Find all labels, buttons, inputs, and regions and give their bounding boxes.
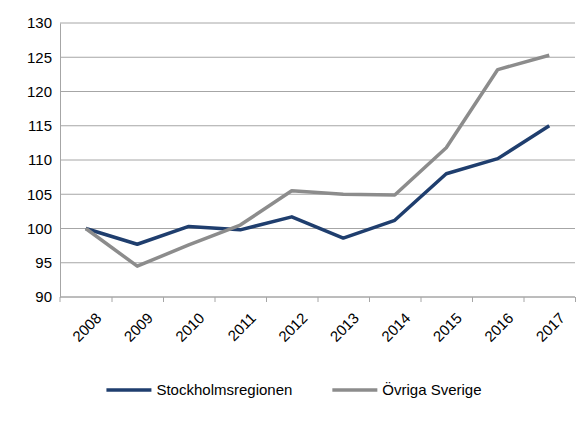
y-tick-label: 130 [27,14,52,31]
legend-swatch [332,388,377,392]
legend-item: Stockholmsregionen [106,381,292,398]
x-tick: 2011 [224,297,266,344]
x-tick-mark-edge [60,297,61,302]
y-tick-label: 95 [35,254,52,271]
legend-label: Stockholmsregionen [156,381,292,398]
grid-line [60,57,575,58]
x-axis: 2008 2009 2010 2011 2012 2013 2014 2015 2016 2017 [60,297,576,345]
y-axis-line [60,24,61,298]
x-tick: 2012 [275,297,318,345]
y-tick-label: 125 [27,49,52,66]
grid [60,23,575,297]
y-tick: 120 [27,83,60,100]
series-line [86,55,550,266]
x-tick: 2010 [172,297,215,345]
legend-item: Övriga Sverige [332,381,481,398]
grid-line [60,23,575,24]
x-tick: 2013 [326,297,369,345]
x-tick-mark [215,297,216,302]
y-tick-label: 105 [27,186,52,203]
x-tick-label: 2017 [532,309,568,345]
x-tick-label: 2013 [326,309,362,345]
grid-line [60,125,575,126]
y-tick: 90 [35,288,60,305]
y-tick-label: 115 [28,117,52,134]
x-tick-mark [163,297,164,302]
x-tick-label: 2009 [120,309,156,345]
x-tick-mark [112,297,113,302]
y-tick-label: 110 [28,151,52,168]
x-tick-mark [421,297,422,302]
x-tick-mark [318,297,319,302]
legend-swatch [106,388,151,392]
x-tick-label: 2014 [378,309,414,345]
chart: 90 95 100 105 110 115 120 125 130 2008 2009 2010 201… [0,0,588,422]
y-tick: 115 [28,117,60,134]
y-tick-label: 90 [35,288,52,305]
x-tick: 2017 [532,297,575,345]
x-tick: 2009 [120,297,163,345]
series-line [86,126,550,245]
x-tick-mark [524,297,525,302]
x-tick: 2008 [69,297,112,345]
y-tick: 100 [27,220,60,237]
x-tick: 2015 [429,297,472,345]
x-tick-label: 2010 [172,309,208,345]
x-tick-mark [369,297,370,302]
x-tick-label: 2011 [224,309,259,344]
x-tick-label: 2016 [481,309,517,345]
background [0,0,588,422]
y-tick-label: 100 [27,220,52,237]
legend: Stockholmsregionen Övriga Sverige [106,381,481,398]
x-tick-label: 2012 [275,309,311,345]
y-tick-label: 120 [27,83,52,100]
x-tick-mark [575,297,576,302]
x-tick-mark [472,297,473,302]
grid-line [60,91,575,92]
y-tick: 125 [27,49,60,66]
y-tick: 95 [35,254,60,271]
x-tick-label: 2015 [429,309,465,345]
series-group [86,55,550,266]
y-tick: 105 [27,186,60,203]
legend-label: Övriga Sverige [382,381,481,398]
x-tick: 2016 [481,297,524,345]
y-tick: 110 [28,151,60,168]
y-tick: 130 [27,14,60,31]
grid-line [60,262,575,263]
y-axis: 90 95 100 105 110 115 120 125 130 [27,14,61,305]
x-tick-label: 2008 [69,309,105,345]
x-tick-mark [266,297,267,302]
x-tick: 2014 [378,297,421,345]
